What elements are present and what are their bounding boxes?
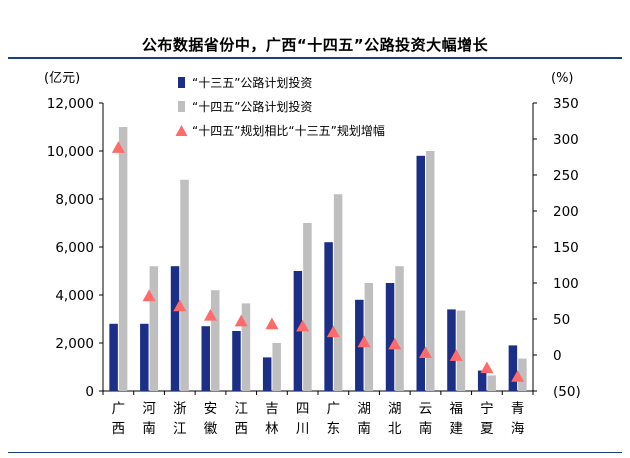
y-right-tick-label: 0 [553, 348, 562, 364]
y-right-tick-label: 250 [553, 168, 579, 184]
x-category-label: 湖 [357, 401, 371, 417]
y-right-tick-label: 350 [553, 96, 579, 112]
x-category-label: 南 [419, 421, 433, 437]
bar-13th-five-year [232, 331, 241, 391]
x-category-label: 西 [112, 421, 126, 437]
bar-14th-five-year [487, 375, 496, 391]
bar-13th-five-year [262, 357, 272, 391]
x-category-label: 南 [357, 421, 371, 437]
y-right-tick-label: (50) [553, 384, 581, 400]
x-category-label: 夏 [480, 421, 494, 437]
x-category-label: 广 [112, 401, 126, 417]
bar-13th-five-year [140, 323, 149, 391]
growth-triangle [480, 361, 494, 374]
x-category-label: 北 [388, 421, 402, 437]
legend-label-growth: “十四五”规划相比“十三五”规划增幅 [192, 123, 385, 138]
y-left-tick-label: 10,000 [47, 144, 94, 160]
bar-14th-five-year [180, 179, 189, 391]
bar-14th-five-year [272, 343, 281, 391]
y-left-unit: (亿元) [44, 71, 80, 86]
legend-swatch-growth [175, 125, 188, 136]
growth-triangle [111, 141, 125, 153]
x-category-label: 南 [142, 421, 156, 437]
x-category-label: 吉 [265, 401, 279, 417]
x-category-label: 安 [204, 401, 218, 417]
y-left-tick-label: 6,000 [55, 240, 94, 256]
growth-triangle [419, 346, 432, 359]
bottom-rule [8, 452, 622, 453]
legend-label-14th: “十四五”公路计划投资 [192, 99, 312, 114]
x-category-label: 海 [511, 421, 525, 437]
bar-14th-five-year [456, 310, 466, 391]
legend-swatch-13th [178, 77, 185, 88]
chart-title: 公布数据省份中，广西“十四五”公路投资大幅增长 [141, 36, 489, 54]
y-right-tick-label: 300 [553, 132, 579, 148]
y-right-tick-label: 150 [553, 240, 579, 256]
legend-swatch-14th [178, 101, 185, 112]
growth-triangle [326, 325, 340, 338]
bar-13th-five-year [201, 326, 210, 391]
growth-triangle [449, 349, 463, 361]
bar-14th-five-year [211, 290, 220, 391]
y-left-tick-label: 4,000 [55, 288, 94, 304]
growth-triangle [204, 308, 217, 321]
x-category-label: 宁 [480, 400, 494, 417]
x-category-label: 湖 [388, 401, 402, 417]
growth-triangle [265, 317, 279, 330]
legend-label-13th: “十三五”公路计划投资 [192, 75, 312, 90]
y-left-tick-label: 12,000 [47, 96, 94, 112]
y-right-tick-label: 200 [553, 204, 579, 220]
growth-triangle [142, 289, 156, 302]
bar-13th-five-year [385, 283, 395, 391]
bar-14th-five-year [518, 358, 527, 391]
growth-triangle [234, 314, 248, 327]
growth-triangle [173, 299, 187, 312]
x-category-label: 浙 [173, 401, 187, 417]
x-category-label: 川 [296, 421, 310, 437]
bar-13th-five-year [324, 242, 333, 391]
bar-13th-five-year [447, 309, 456, 391]
x-category-label: 江 [234, 401, 248, 417]
x-category-label: 广 [327, 401, 341, 417]
x-category-label: 徽 [204, 421, 218, 437]
title-rule [8, 57, 622, 59]
bar-14th-five-year [303, 223, 312, 391]
y-right-tick-label: 100 [553, 276, 579, 292]
y-right-tick-label: 50 [553, 312, 570, 328]
growth-triangle [357, 335, 371, 348]
x-category-label: 河 [142, 401, 156, 417]
y-right-unit: (%) [551, 71, 574, 86]
bar-14th-five-year [426, 151, 435, 391]
bar-14th-five-year [395, 266, 404, 391]
x-category-label: 云 [419, 401, 433, 417]
bar-13th-five-year [508, 345, 518, 391]
growth-triangle [511, 370, 525, 382]
x-category-label: 四 [296, 401, 310, 417]
bar-14th-five-year [364, 283, 374, 391]
bar-13th-five-year [416, 155, 425, 391]
x-category-label: 西 [234, 421, 248, 437]
bar-13th-five-year [170, 266, 180, 391]
bar-14th-five-year [241, 303, 251, 391]
x-category-label: 建 [449, 421, 463, 437]
growth-triangle [296, 319, 310, 332]
bar-13th-five-year [109, 323, 118, 391]
bar-14th-five-year [149, 266, 159, 391]
x-category-label: 江 [173, 421, 187, 437]
bar-14th-five-year [118, 127, 128, 391]
bar-13th-five-year [477, 370, 487, 391]
x-category-label: 福 [449, 401, 463, 417]
x-category-label: 东 [327, 421, 341, 437]
y-left-tick-label: 2,000 [55, 336, 94, 352]
y-left-tick-label: 8,000 [55, 192, 94, 208]
y-left-tick-label: 0 [85, 384, 94, 400]
bar-14th-five-year [333, 194, 343, 391]
x-category-label: 青 [511, 401, 525, 417]
x-category-label: 林 [265, 421, 279, 437]
growth-triangle [388, 337, 402, 350]
